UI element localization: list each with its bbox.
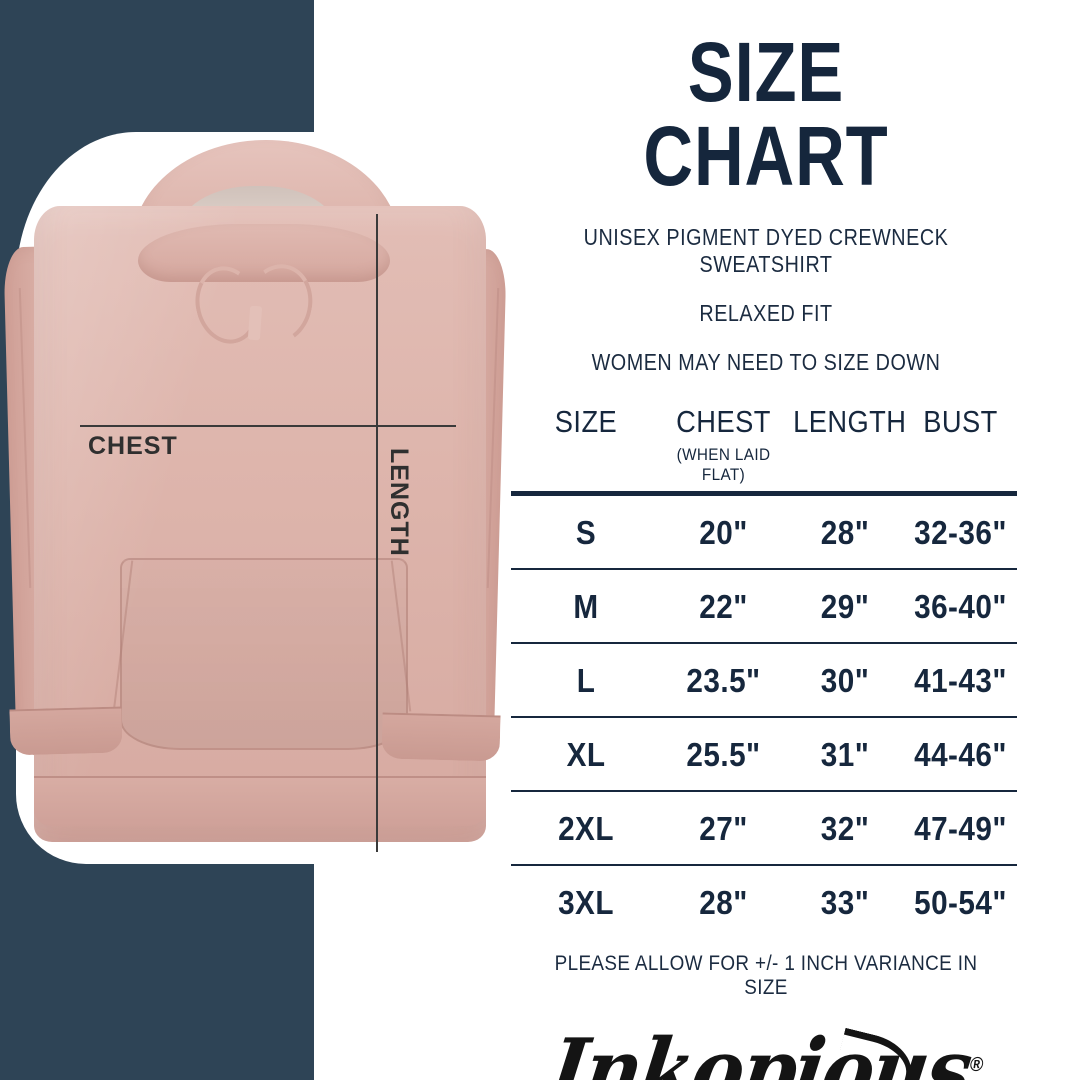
garment-kangaroo-pocket — [120, 558, 408, 750]
table-row: 3XL 28" 33" 50-54" — [511, 866, 1017, 938]
column-note-when-laid-flat: (WHEN LAID FLAT) — [676, 445, 771, 484]
cell-chest: 20" — [699, 514, 748, 551]
column-note-row: (WHEN LAID FLAT) — [511, 444, 1017, 491]
cell-length: 28" — [820, 514, 870, 551]
row-divider — [511, 716, 1017, 718]
size-chart-table: SIZE CHEST LENGTH BUST (WHEN LAID FLAT) — [511, 404, 1017, 938]
table-row: M 22" 29" 36-40" — [511, 570, 1017, 642]
column-header-size: SIZE — [554, 404, 618, 439]
column-note-spacer-3 — [910, 444, 1012, 491]
length-measurement-line — [376, 214, 378, 852]
column-header-bust: BUST — [923, 404, 998, 439]
cell-bust: 36-40" — [914, 588, 1007, 625]
length-measurement-label: LENGTH — [385, 448, 413, 557]
brand-name: Inkopious — [544, 1020, 977, 1080]
chest-measurement-line — [80, 425, 456, 427]
cell-chest: 22" — [699, 588, 748, 625]
subtitle-line-3: WOMEN MAY NEED TO SIZE DOWN — [591, 349, 941, 375]
cell-size: S — [575, 514, 597, 551]
table-body: S 20" 28" 32-36" M 22" 29" 36-40" L 23.5… — [511, 496, 1017, 938]
cell-bust: 32-36" — [914, 514, 1007, 551]
table-header-row: SIZE CHEST LENGTH BUST — [511, 404, 1017, 444]
subtitle-line-2: RELAXED FIT — [699, 300, 833, 326]
cell-length: 30" — [820, 662, 870, 699]
chart-panel: SIZE CHART UNISEX PIGMENT DYED CREWNECK … — [511, 0, 1021, 1080]
table-row: S 20" 28" 32-36" — [511, 496, 1017, 568]
table-row: L 23.5" 30" 41-43" — [511, 644, 1017, 716]
cell-bust: 50-54" — [914, 884, 1007, 921]
cell-bust: 47-49" — [914, 810, 1007, 847]
column-note-spacer-2 — [792, 444, 898, 491]
cell-chest: 28" — [699, 884, 748, 921]
chest-measurement-label: CHEST — [88, 432, 178, 460]
cell-size: 3XL — [558, 884, 614, 921]
cell-bust: 41-43" — [914, 662, 1007, 699]
subtitle-line-1: UNISEX PIGMENT DYED CREWNECK SWEATSHIRT — [583, 224, 949, 277]
column-header-length: LENGTH — [793, 404, 907, 439]
row-divider — [511, 864, 1017, 866]
cell-bust: 44-46" — [914, 736, 1007, 773]
column-header-chest: CHEST — [676, 404, 771, 439]
cell-chest: 25.5" — [686, 736, 761, 773]
cell-chest: 23.5" — [686, 662, 761, 699]
brand-wordmark-text: Inkopious® — [544, 1021, 988, 1080]
garment-cuff-right — [381, 712, 501, 762]
garment-collar — [138, 224, 390, 282]
row-divider — [511, 642, 1017, 644]
table-row: XL 25.5" 31" 44-46" — [511, 718, 1017, 790]
cell-size: 2XL — [558, 810, 614, 847]
brand-logo: Inkopious® — [511, 1021, 1021, 1080]
table-row: 2XL 27" 32" 47-49" — [511, 792, 1017, 864]
column-note-spacer — [519, 444, 654, 491]
garment-cuff-left — [9, 706, 123, 756]
variance-note: PLEASE ALLOW FOR +/- 1 INCH VARIANCE IN … — [554, 952, 978, 999]
cell-length: 32" — [820, 810, 870, 847]
cell-length: 29" — [820, 588, 870, 625]
product-photo — [3, 128, 510, 868]
cell-size: L — [576, 662, 596, 699]
row-divider — [511, 568, 1017, 570]
row-divider — [511, 790, 1017, 792]
cell-length: 31" — [820, 736, 870, 773]
garment-bottom-hem — [34, 776, 486, 826]
registered-trademark-icon: ® — [968, 1053, 984, 1076]
cell-chest: 27" — [699, 810, 748, 847]
cell-size: XL — [566, 736, 606, 773]
page-title: SIZE CHART — [643, 25, 889, 203]
table-header-divider — [511, 491, 1017, 496]
garment-drawstring-aglet — [247, 305, 263, 341]
cell-length: 33" — [820, 884, 870, 921]
cell-size: M — [573, 588, 599, 625]
